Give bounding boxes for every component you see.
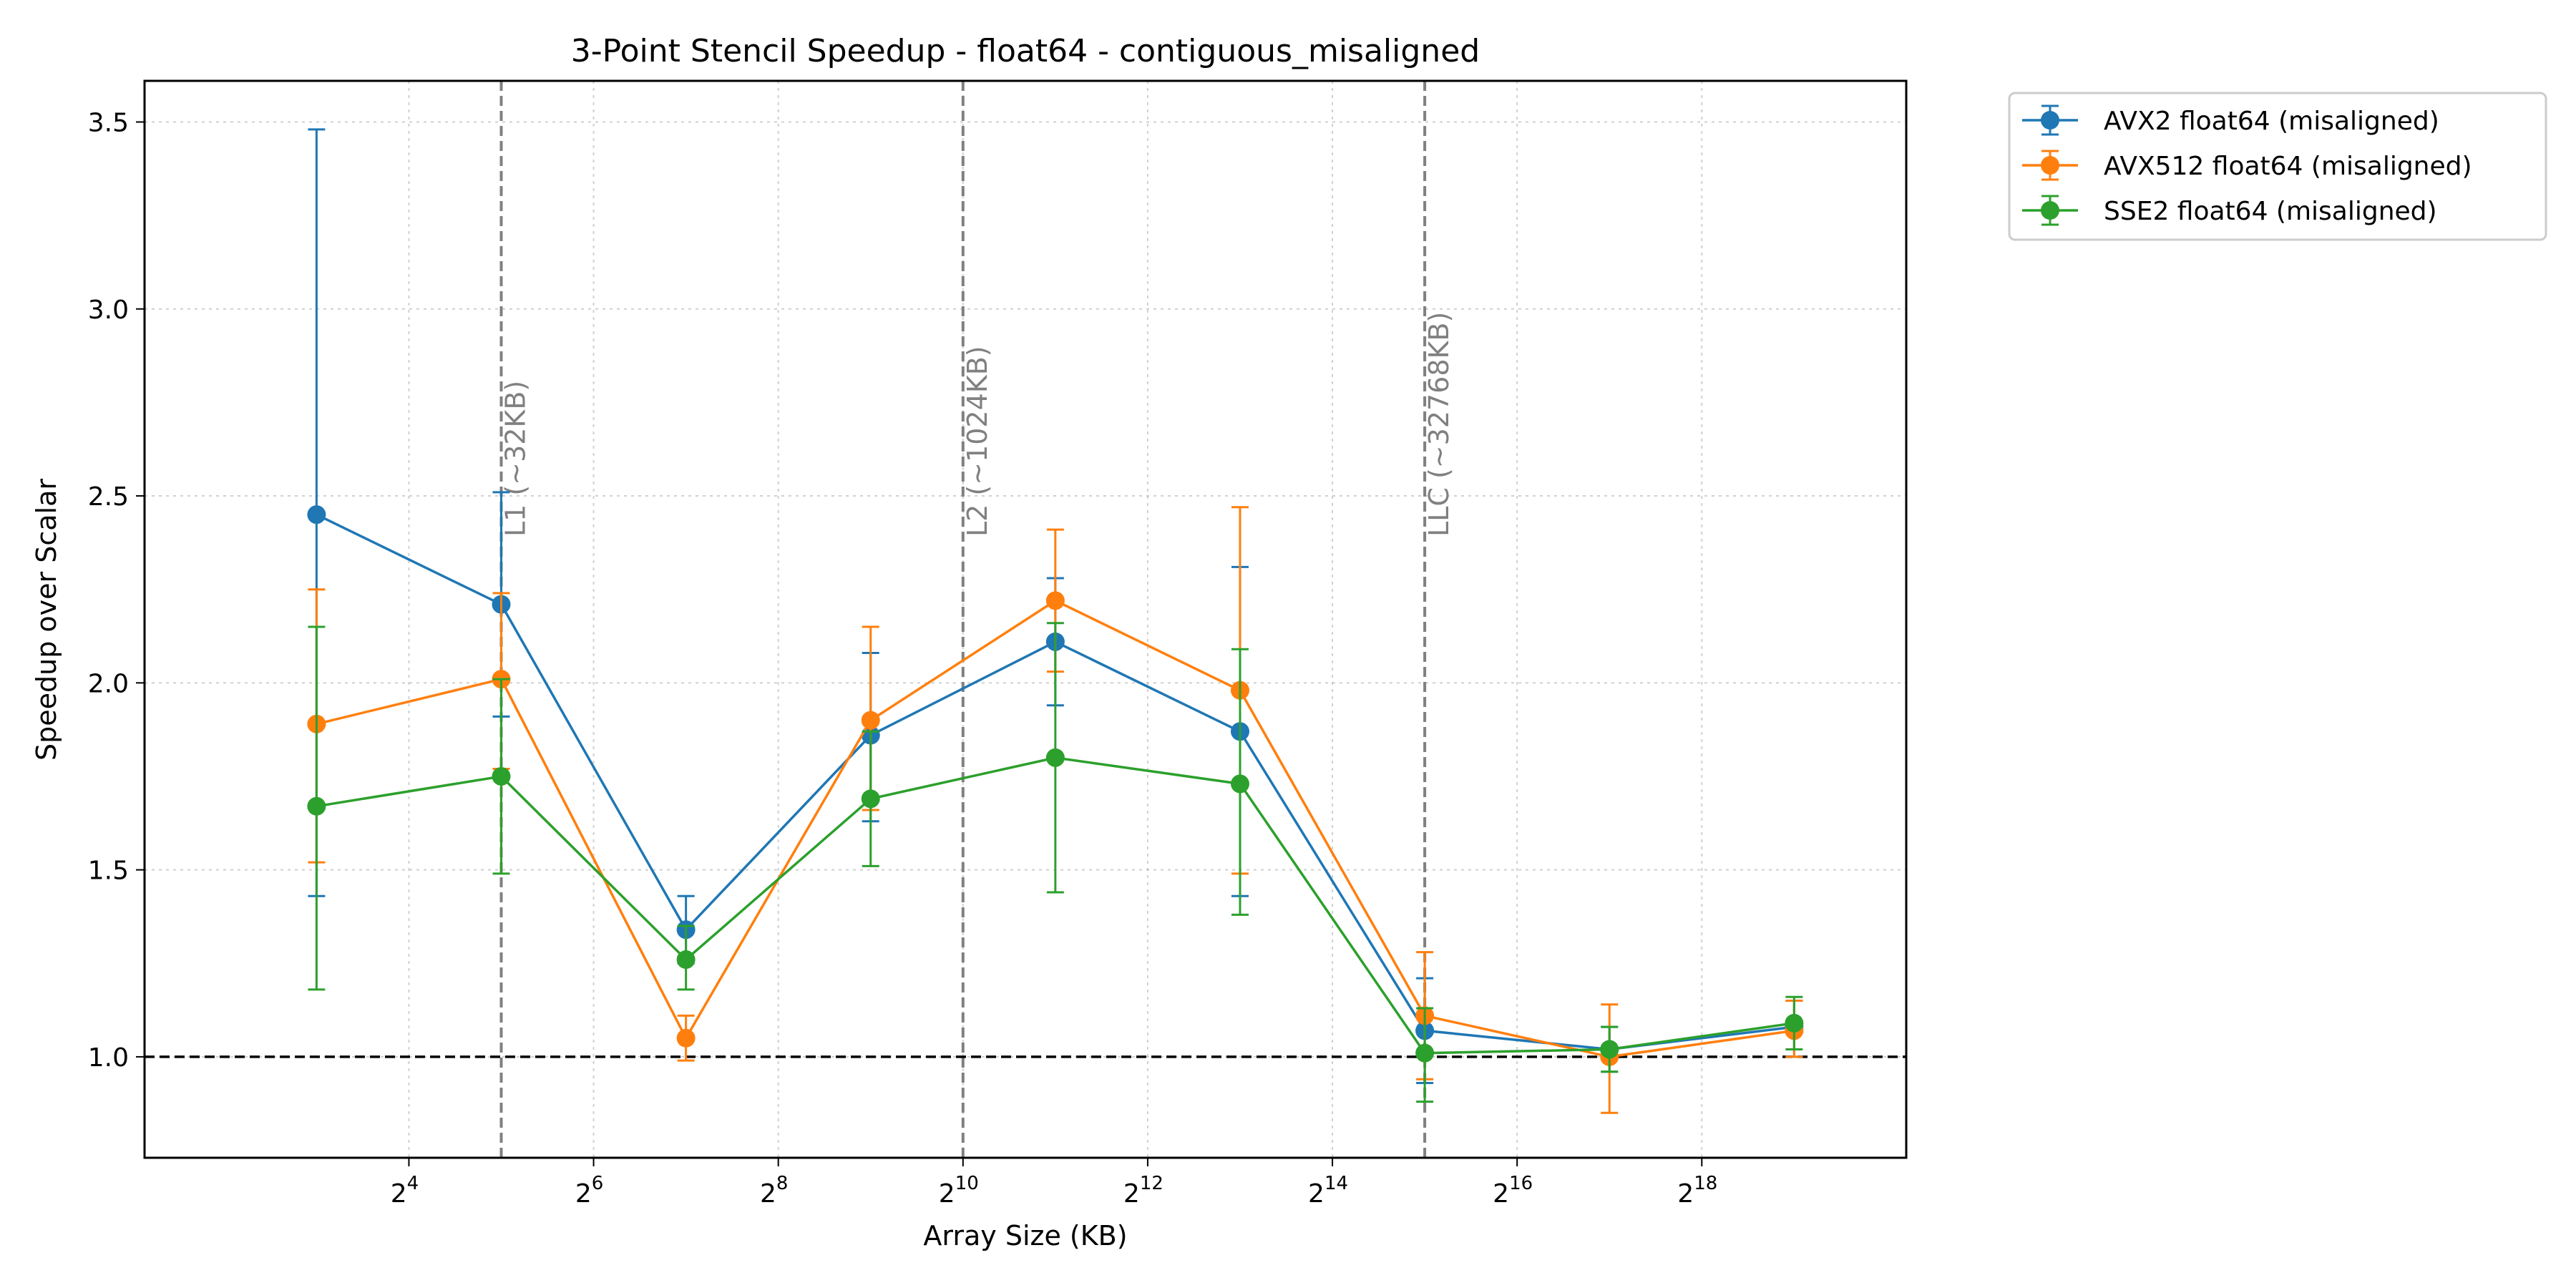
data-point bbox=[307, 505, 326, 525]
data-point bbox=[676, 950, 696, 970]
data-point bbox=[1230, 774, 1249, 794]
legend-label: AVX512 float64 (misaligned) bbox=[2104, 152, 2472, 181]
x-axis-label: Array Size (KB) bbox=[923, 1220, 1127, 1252]
legend-item: AVX2 float64 (misaligned) bbox=[2022, 104, 2439, 136]
legend-label: SSE2 float64 (misaligned) bbox=[2104, 197, 2437, 226]
series bbox=[307, 622, 1804, 1103]
data-point bbox=[1415, 1043, 1435, 1063]
cache-line-label: LLC (~32768KB) bbox=[1423, 312, 1455, 537]
y-tick-label: 3.5 bbox=[88, 108, 129, 137]
x-tick-label: 28 bbox=[760, 1173, 788, 1209]
data-point bbox=[861, 711, 880, 730]
data-point bbox=[861, 789, 880, 809]
cache-line-label: L1 (~32KB) bbox=[499, 381, 531, 537]
series-group bbox=[307, 128, 1804, 1114]
legend-swatch-marker bbox=[2041, 201, 2059, 220]
x-tick-label: 24 bbox=[391, 1173, 419, 1209]
legend-box bbox=[2008, 92, 2547, 241]
legend-item: SSE2 float64 (misaligned) bbox=[2022, 195, 2437, 226]
axis-ticks: 24 26 28 210 212 214 216 218 1.0 1.5 2.0 2.5 3.0 3.5 bbox=[88, 108, 1718, 1209]
cache-lines: L1 (~32KB) L2 (~1024KB) LLC (~32768KB) bbox=[499, 81, 1455, 1158]
data-point bbox=[492, 766, 511, 786]
x-tick-label: 210 bbox=[939, 1173, 979, 1209]
y-axis-label: Speedup over Scalar bbox=[31, 479, 62, 761]
data-point bbox=[1785, 1013, 1804, 1033]
data-point bbox=[1045, 748, 1065, 767]
y-tick-label: 3.0 bbox=[88, 296, 129, 325]
data-point bbox=[676, 1028, 696, 1048]
legend-item: AVX512 float64 (misaligned) bbox=[2022, 150, 2472, 181]
y-tick-label: 2.0 bbox=[88, 669, 129, 698]
y-tick-label: 1.5 bbox=[88, 857, 129, 886]
legend-swatch-marker bbox=[2041, 111, 2059, 130]
x-tick-label: 218 bbox=[1677, 1173, 1717, 1209]
y-tick-label: 2.5 bbox=[88, 482, 129, 512]
y-tick-label: 1.0 bbox=[88, 1043, 129, 1073]
data-point bbox=[1045, 591, 1065, 610]
cache-line-label: L2 (~1024KB) bbox=[962, 346, 993, 537]
plot-frame bbox=[143, 79, 1908, 1159]
x-tick-label: 212 bbox=[1123, 1173, 1163, 1209]
legend-swatch-marker bbox=[2041, 156, 2059, 175]
data-point bbox=[307, 796, 326, 816]
x-tick-label: 216 bbox=[1493, 1173, 1533, 1209]
x-tick-label: 214 bbox=[1308, 1173, 1348, 1209]
grid bbox=[145, 81, 1906, 1158]
chart-title: 3-Point Stencil Speedup - float64 - cont… bbox=[571, 33, 1480, 69]
x-tick-label: 26 bbox=[575, 1173, 603, 1209]
legend: AVX2 float64 (misaligned) AVX512 float64 … bbox=[2008, 92, 2547, 241]
data-point bbox=[1600, 1040, 1619, 1059]
legend-label: AVX2 float64 (misaligned) bbox=[2104, 107, 2439, 136]
